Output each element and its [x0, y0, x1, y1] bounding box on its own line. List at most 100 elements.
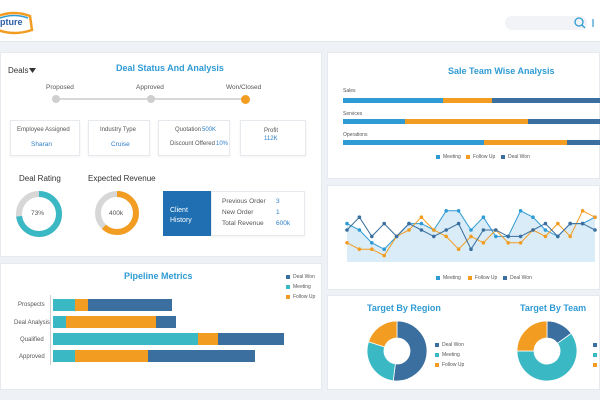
legend-followup-label: Follow Up	[473, 154, 496, 160]
deals-dropdown[interactable]: Deals	[8, 66, 29, 75]
line-point-2-9	[456, 221, 461, 226]
sale-bar-1-followup	[404, 119, 529, 124]
pipeline-legend-meeting-label: Meeting	[293, 284, 311, 290]
region-donut-slice-deal-won	[392, 320, 428, 382]
logo-icon	[0, 11, 34, 35]
pipeline-title: Pipeline Metrics	[124, 271, 193, 281]
quotation-label: Quotation	[175, 127, 202, 133]
employee-label: Employee Assigned	[17, 127, 70, 133]
line-point-0-12	[494, 234, 498, 239]
sale-row-label-0: Sales	[343, 88, 356, 94]
line-legend-dealwon-swatch	[503, 276, 507, 280]
line-point-2-11	[481, 228, 486, 232]
team-donut-slice-meeting	[516, 332, 578, 382]
profit-box	[240, 120, 306, 156]
client-history-label: Client History	[170, 207, 192, 224]
line-point-0-2	[370, 241, 374, 245]
pipeline-bar-3-meeting	[53, 350, 75, 362]
line-point-1-6	[419, 215, 424, 219]
pipeline-bar-3-follow-up	[75, 350, 148, 362]
legend-dealwon-swatch	[501, 155, 505, 159]
search-icon[interactable]	[573, 16, 587, 30]
line-point-0-8	[444, 209, 448, 213]
pipeline-bar-2-deal-won	[218, 333, 284, 345]
line-point-1-16	[543, 234, 548, 239]
industry-label: Industry Type	[100, 127, 136, 133]
sale-bar-0-meeting	[343, 98, 444, 103]
discount-label: Discount Offered	[170, 141, 215, 147]
legend-followup-swatch	[466, 155, 470, 159]
quotation-box	[158, 120, 230, 156]
line-point-0-0	[345, 221, 349, 226]
line-point-2-16	[543, 221, 548, 226]
team-legend-dealwon-swatch	[593, 343, 597, 347]
line-point-0-14	[518, 209, 523, 213]
stage-won-dot[interactable]	[241, 95, 250, 104]
deal-rating-donut	[16, 191, 62, 237]
line-point-0-15	[531, 215, 535, 219]
sale-row-label-2: Operations	[343, 132, 368, 138]
quotation-value: 500K	[202, 127, 217, 133]
menu-icon[interactable]	[591, 18, 600, 28]
expected-revenue-label: Expected Revenue	[88, 174, 156, 183]
line-point-2-20	[593, 228, 597, 232]
line-point-0-6	[419, 221, 424, 226]
sale-row-label-1: Services	[343, 111, 363, 117]
line-point-0-16	[543, 228, 548, 232]
line-legend-meeting-swatch	[436, 276, 440, 280]
deal-status-title: Deal Status And Analysis	[116, 63, 224, 73]
profit-value: 112K	[264, 136, 278, 142]
region-legend-followup-label: Follow Up	[442, 362, 465, 368]
total-revenue-label: Total Revenue	[222, 220, 264, 227]
line-point-2-2	[370, 234, 374, 239]
team-legend-followup-swatch	[593, 363, 597, 367]
line-point-1-11	[481, 241, 486, 245]
pipeline-cat-0: Prospects	[18, 302, 45, 308]
pipeline-bar-2-meeting	[53, 333, 199, 345]
line-point-2-3	[382, 221, 386, 226]
industry-value: Cruise	[111, 141, 130, 148]
stage-approved-label: Approved	[136, 84, 164, 91]
region-legend-dealwon-swatch	[435, 343, 439, 347]
line-point-2-4	[394, 234, 399, 239]
chevron-down-icon[interactable]	[29, 68, 36, 74]
new-order-label: New Order	[222, 209, 254, 216]
line-point-2-12	[494, 228, 498, 232]
pipeline-legend-followup-label: Follow Up	[293, 294, 316, 300]
logo-text: pture	[0, 17, 23, 27]
region-legend-meeting-swatch	[435, 353, 439, 357]
line-point-1-5	[407, 228, 411, 232]
stage-approved-dot[interactable]	[147, 95, 155, 103]
client-history-box	[211, 191, 305, 236]
top-bar: pture	[0, 0, 600, 42]
line-point-1-3	[382, 253, 386, 258]
legend-meeting-label: Meeting	[443, 154, 461, 160]
line-point-0-3	[382, 247, 386, 251]
client-history-button[interactable]	[163, 191, 211, 236]
line-point-2-0	[345, 228, 349, 232]
line-point-2-1	[357, 215, 362, 219]
line-point-1-1	[357, 247, 362, 251]
line-point-1-7	[432, 228, 436, 232]
pipeline-bar-0-deal-won	[88, 299, 172, 311]
stage-proposed-dot[interactable]	[52, 95, 60, 103]
region-donut-slice-meeting	[366, 341, 396, 382]
pipeline-legend-meeting-swatch	[286, 285, 290, 289]
previous-order-label: Previous Order	[222, 198, 266, 205]
region-legend-dealwon-label: Deal Won	[442, 342, 464, 348]
team-donut	[516, 320, 578, 382]
line-point-2-8	[444, 228, 448, 232]
region-donut	[366, 320, 428, 382]
line-point-1-0	[345, 241, 349, 245]
profit-label: Profit	[264, 128, 279, 134]
line-point-2-6	[419, 228, 424, 232]
line-point-1-18	[568, 234, 572, 239]
legend-dealwon-label: Deal Won	[508, 154, 530, 160]
search-input[interactable]	[505, 16, 587, 30]
line-point-2-19	[580, 221, 585, 226]
line-point-1-8	[444, 234, 448, 239]
line-point-2-17	[556, 234, 560, 239]
line-point-2-5	[407, 221, 411, 226]
line-point-0-9	[456, 209, 461, 213]
line-point-1-2	[370, 247, 374, 251]
